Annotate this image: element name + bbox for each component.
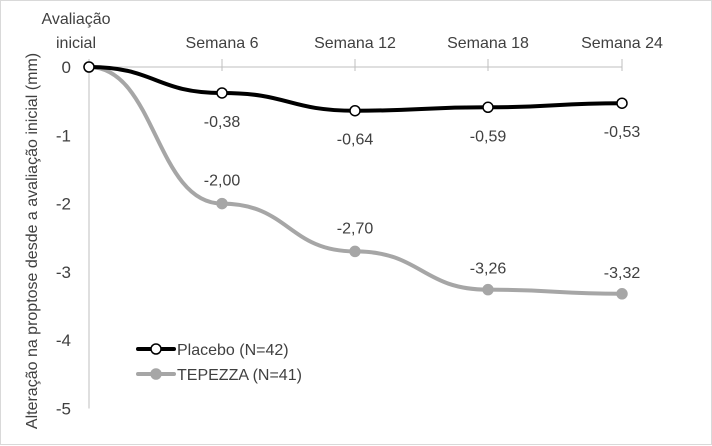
data-point (349, 245, 361, 258)
y-tick-label: -4 (56, 331, 71, 350)
y-tick-label: -2 (56, 195, 71, 214)
x-tick-label: Semana 18 (447, 35, 529, 52)
data-point (482, 283, 494, 296)
data-point (482, 101, 494, 114)
series-line-0 (87, 65, 624, 113)
data-label: -3,26 (470, 261, 507, 278)
data-point (216, 87, 228, 99)
data-label: -3,32 (604, 265, 641, 282)
data-label: -2,00 (204, 173, 241, 190)
data-point (616, 288, 628, 300)
data-point (83, 61, 95, 73)
legend-swatch-marker (150, 343, 162, 355)
legend-swatch-marker (150, 368, 162, 380)
data-point (349, 104, 361, 117)
x-tick-label-line: Semana 24 (581, 35, 663, 52)
data-label: -0,38 (204, 114, 241, 131)
y-tick-label: -1 (56, 126, 71, 145)
y-tick-label: -5 (56, 400, 71, 419)
x-tick-label-line: Semana 12 (314, 35, 396, 52)
data-label: -0,59 (470, 128, 507, 145)
data-label: -2,70 (337, 220, 374, 237)
series-line-1 (87, 65, 624, 296)
legend-label: Placebo (N=42) (177, 342, 289, 359)
y-tick-label: 0 (62, 58, 71, 77)
legend: Placebo (N=42) TEPEZZA (N=41) (136, 342, 302, 384)
y-axis-title: Alteração na proptose desde a avaliação … (24, 53, 41, 429)
x-tick-label: Semana 24 (581, 35, 663, 52)
data-point (216, 197, 228, 210)
x-tick-label: Avaliação inicial (41, 11, 110, 52)
legend-label: TEPEZZA (N=41) (177, 367, 302, 384)
data-point (616, 97, 628, 109)
x-tick-label-line: Semana 6 (186, 35, 259, 52)
series-layer (83, 61, 628, 300)
data-label: -0,53 (604, 124, 641, 141)
data-label: -0,64 (337, 132, 374, 149)
x-tick-label: Semana 6 (186, 35, 259, 52)
axes-layer: 0 -1 -2 -3 -4 -5 Avaliação inicial Semana 6 Seman… (24, 11, 663, 429)
y-tick-label: -3 (56, 263, 71, 282)
x-tick-label-line: inicial (56, 35, 96, 52)
data-labels-layer: -0,38 -0,64 -0,59 -0,53 -2,00 -2,70 -3,26 -3,32 (204, 114, 641, 282)
x-tick-label-line: Semana 18 (447, 35, 529, 52)
x-tick-label: Semana 12 (314, 35, 396, 52)
x-tick-label-line: Avaliação (41, 11, 110, 28)
